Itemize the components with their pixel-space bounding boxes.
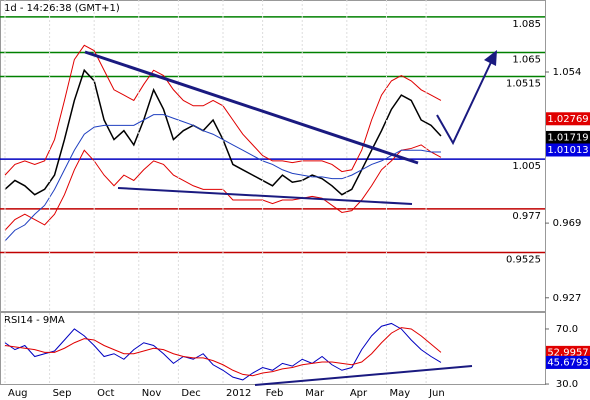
x-tick-label: Dec bbox=[181, 388, 200, 399]
series-line bbox=[4, 327, 442, 377]
trend-line bbox=[117, 187, 413, 205]
value-box-label: 1.02769 bbox=[547, 114, 588, 125]
value-box bbox=[546, 112, 590, 126]
rsi-title: RSI14 - 9MA bbox=[4, 315, 65, 326]
x-tick-label: Mar bbox=[305, 388, 325, 399]
main-frame bbox=[0, 0, 546, 312]
value-box bbox=[546, 345, 590, 359]
x-tick-label: Feb bbox=[266, 388, 284, 399]
value-box-label: 1.01719 bbox=[547, 132, 588, 143]
y-tick-label: 30.0 bbox=[556, 379, 578, 390]
x-tick-label: May bbox=[389, 388, 410, 399]
y-tick-label: 1.054 bbox=[553, 67, 582, 78]
value-box bbox=[546, 355, 590, 369]
rsi-trend-line bbox=[254, 365, 473, 386]
level-label: 1.0515 bbox=[506, 78, 541, 89]
value-box-label: 1.01013 bbox=[547, 145, 588, 156]
level-label: 1.005 bbox=[512, 161, 541, 172]
value-box-label: 45.6793 bbox=[547, 357, 588, 368]
value-box-label: 52.9957 bbox=[547, 347, 588, 358]
projection-arrow bbox=[436, 57, 494, 146]
x-tick-label: Oct bbox=[97, 388, 114, 399]
level-label: 0.977 bbox=[512, 211, 541, 222]
series-line bbox=[4, 114, 441, 242]
x-tick-label: Sep bbox=[53, 388, 72, 399]
x-tick-label: Aug bbox=[8, 388, 28, 399]
level-label: 1.065 bbox=[512, 54, 541, 65]
x-tick-label: 2012 bbox=[226, 388, 251, 399]
x-tick-label: Apr bbox=[350, 388, 368, 399]
x-tick-label: Jun bbox=[428, 388, 445, 399]
arrow-head bbox=[484, 50, 497, 66]
y-tick-label: 70.0 bbox=[556, 324, 578, 335]
y-tick-label: 0.927 bbox=[553, 293, 582, 304]
level-label: 0.9525 bbox=[506, 254, 541, 265]
level-label: 1.085 bbox=[512, 19, 541, 30]
rsi-frame bbox=[0, 312, 546, 385]
chart-title: 1d - 14:26:38 (GMT+1) bbox=[4, 3, 120, 14]
trend-line bbox=[84, 50, 419, 165]
series-line bbox=[4, 322, 442, 381]
y-tick-label: 0.969 bbox=[553, 218, 582, 229]
x-tick-label: Nov bbox=[142, 388, 162, 399]
value-box bbox=[546, 143, 590, 157]
value-box bbox=[546, 130, 590, 144]
